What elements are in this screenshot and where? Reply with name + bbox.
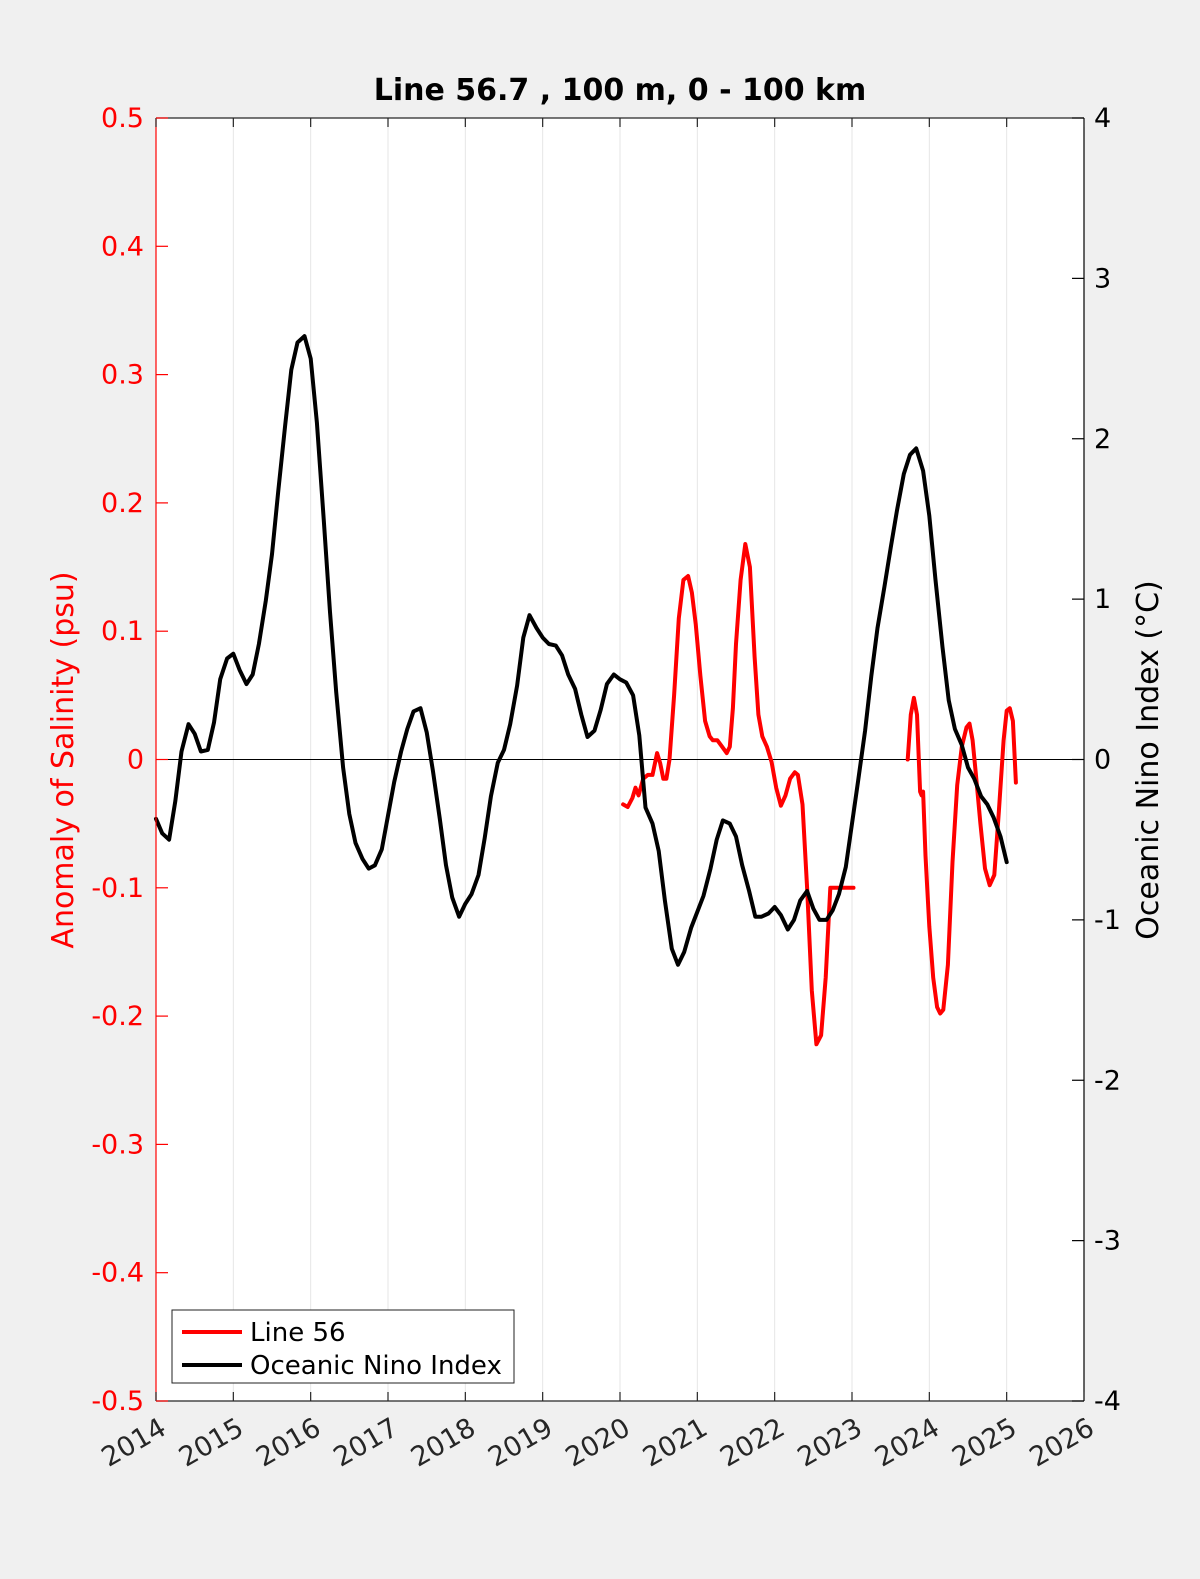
legend: Line 56 Oceanic Nino Index [171, 1309, 515, 1384]
y-left-tick-label: 0.4 [101, 231, 144, 262]
chart-title: Line 56.7 , 100 m, 0 - 100 km [374, 73, 867, 108]
y-right-tick-label: 0 [1094, 745, 1111, 776]
legend-label-oni: Oceanic Nino Index [250, 1351, 502, 1381]
x-tick-label: 2021 [638, 1412, 713, 1473]
x-tick-label: 2018 [406, 1412, 481, 1473]
y-right-tick-label: 3 [1094, 263, 1111, 294]
y-left-tick-label: -0.3 [91, 1129, 144, 1160]
series-lines [154, 334, 1018, 1047]
y-left-tick-label: -0.2 [91, 1001, 144, 1032]
y-left-tick-label: -0.4 [91, 1258, 144, 1289]
series-line-56-segment-1 [621, 542, 856, 1047]
x-tick-label: 2026 [1024, 1412, 1099, 1473]
x-tick-label: 2025 [947, 1412, 1022, 1473]
x-tick-label: 2016 [251, 1412, 326, 1473]
x-tick-label: 2024 [870, 1412, 945, 1473]
y-left-tick-label: -0.1 [91, 873, 144, 904]
x-tick-label: 2023 [792, 1412, 867, 1473]
legend-label-line-56: Line 56 [250, 1318, 346, 1348]
y-left-tick-label: -0.5 [91, 1386, 144, 1417]
series-oceanic-nino-index [154, 334, 1009, 967]
x-tick-label: 2015 [174, 1412, 249, 1473]
legend-box [171, 1309, 515, 1384]
y-right-tick-label: -1 [1094, 905, 1121, 936]
y-left-tick-label: 0.5 [101, 103, 144, 134]
y-right-tick-label: -4 [1094, 1386, 1121, 1417]
y-right-axis-label: Oceanic Nino Index (°C) [1131, 580, 1166, 940]
x-tick-label: 2022 [715, 1412, 790, 1473]
x-tick-label: 2020 [560, 1412, 635, 1473]
y-left-tick-label: 0.3 [101, 360, 144, 391]
grid-lines [156, 118, 1084, 1401]
y-right-tick-label: 4 [1094, 103, 1111, 134]
y-right-tick-label: 2 [1094, 424, 1111, 455]
y-left-tick-label: 0 [127, 745, 144, 776]
y-right-tick-label: -2 [1094, 1065, 1121, 1096]
x-tick-label: 2019 [483, 1412, 558, 1473]
y-left-axis-label: Anomaly of Salinity (psu) [46, 571, 81, 948]
x-tick-label: 2014 [96, 1412, 171, 1473]
y-left-tick-label: 0.1 [101, 616, 144, 647]
y-right-tick-label: -3 [1094, 1226, 1121, 1257]
x-tick-label: 2017 [328, 1412, 403, 1473]
y-right-tick-label: 1 [1094, 584, 1111, 615]
series-line-56-segment-2 [905, 695, 1018, 1016]
y-left-tick-label: 0.2 [101, 488, 144, 519]
